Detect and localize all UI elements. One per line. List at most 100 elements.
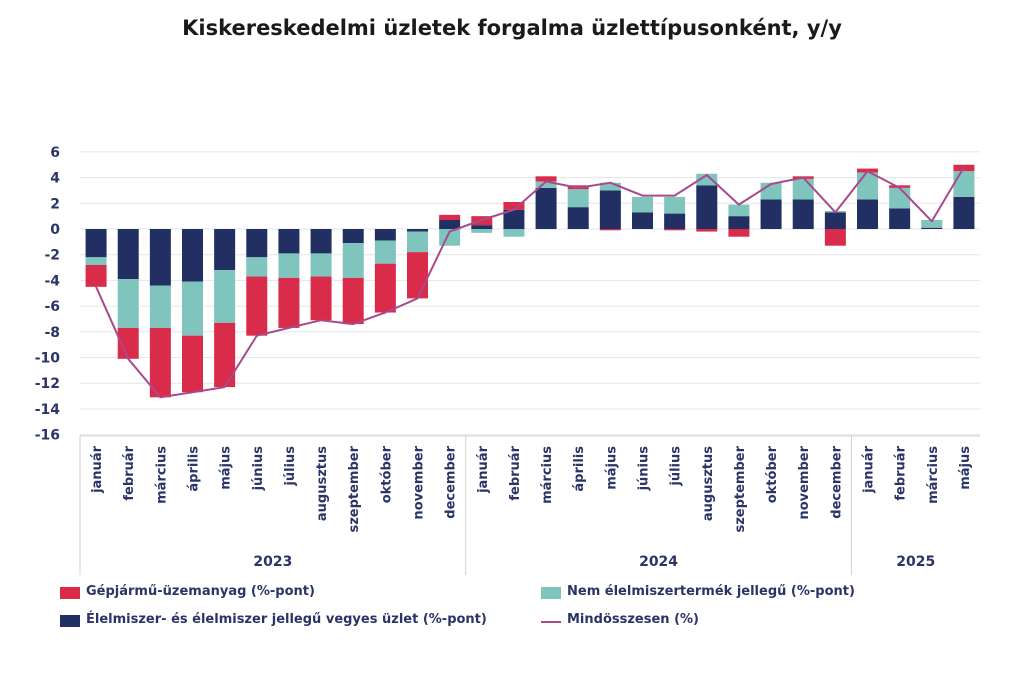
legend-swatch-food [60,615,80,627]
bar-food [278,229,300,254]
y-tick-label: -10 [35,351,61,367]
bar-nonfood [182,281,203,336]
bar-fuel [117,327,139,359]
bar-nonfood [760,182,782,200]
bar-food [728,216,750,229]
bar-fuel [824,229,846,246]
x-tick-label: február [894,445,909,500]
y-tick-label: -2 [44,248,60,264]
bar-food [889,208,911,229]
bar-food [632,212,653,229]
legend-swatch-total [541,621,561,623]
point-total [320,319,322,322]
x-tick-label: december [444,445,459,518]
bar-nonfood [214,270,236,323]
bar-fuel [246,276,268,336]
bar-nonfood [407,231,428,253]
bar-food [599,190,621,229]
x-tick-label: november [797,445,812,519]
point-total [288,327,290,329]
x-tick-label: augusztus [315,446,330,521]
point-total [545,180,547,183]
legend-label-food: Élelmiszer- és élelmiszer jellegű vegyes… [86,612,487,627]
point-total [866,170,869,172]
y-tick-label: -4 [44,273,60,289]
x-tick-label: január [90,445,105,494]
x-tick-label: június [251,446,266,492]
bar-food [857,199,878,229]
bar-food [310,229,332,254]
point-total [770,183,772,185]
bar-fuel [599,229,621,231]
bar-food [214,229,236,271]
bar-food [407,229,428,232]
point-total [705,174,708,176]
bar-nonfood [953,171,975,197]
series-line-total [95,166,965,399]
point-total [738,203,740,206]
bar-nonfood [696,173,718,186]
y-tick-label: 0 [50,222,60,238]
point-total [802,176,805,179]
bar-fuel [85,264,107,287]
year-label: 2024 [639,554,678,570]
bar-fuel [889,185,911,188]
bar-nonfood [149,285,171,328]
point-total [384,311,387,314]
bar-fuel [182,335,203,393]
bar-fuel [214,322,236,388]
point-total [255,334,258,337]
point-total [963,166,965,169]
point-total [352,323,355,325]
bar-nonfood [728,204,750,217]
bar-food [117,229,139,280]
x-tick-label: szeptember [733,445,748,532]
legend-label-nonfood: Nem élelmiszertermék jellegű (%-pont) [567,584,855,599]
x-tick-label: december [829,445,844,518]
bar-food [535,187,557,229]
bar-nonfood [374,240,396,264]
x-tick-label: október [379,445,394,503]
bar-food [953,196,975,229]
bar-fuel [310,276,332,321]
bar-fuel [503,202,525,210]
bar-food [246,229,268,258]
point-total [673,194,676,197]
bar-nonfood [889,187,911,209]
bar-fuel [407,252,428,299]
bar-nonfood [921,220,943,228]
y-tick-label: -8 [44,325,60,341]
bar-fuel [535,176,557,182]
bar-food [792,199,814,229]
bar-nonfood [246,257,268,277]
bar-food [921,227,943,229]
bar-food [85,229,107,258]
y-tick-label: -6 [44,299,60,315]
legend-label-fuel: Gépjármű-üzemanyag (%-pont) [86,584,315,599]
bar-fuel [696,229,718,232]
year-label: 2023 [253,554,292,570]
point-total [834,211,837,214]
legend-label-total: Mindösszesen (%) [567,612,699,627]
point-total [480,219,483,221]
point-total [513,208,515,211]
bar-nonfood [117,279,139,328]
chart-title: Kiskereskedelmi üzletek forgalma üzlettí… [182,16,842,40]
x-tick-label: november [412,445,427,519]
y-tick-label: 2 [50,196,60,212]
bar-nonfood [310,253,332,277]
bar-food [824,212,846,229]
point-total [448,230,451,233]
x-tick-label: január [862,445,877,494]
y-tick-label: -14 [35,402,61,418]
y-tick-label: 6 [50,145,60,161]
y-tick-label: -16 [35,428,60,444]
x-tick-label: augusztus [701,446,716,521]
bar-food [182,229,203,282]
bar-food [503,209,525,229]
bar-fuel [278,277,300,328]
x-tick-label: július [669,446,684,487]
bar-fuel [342,277,364,325]
x-tick-label: március [154,446,169,504]
